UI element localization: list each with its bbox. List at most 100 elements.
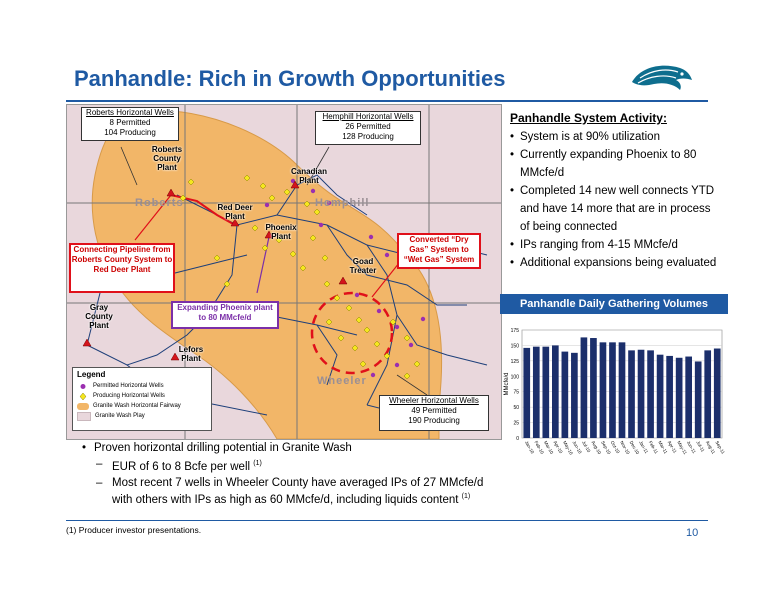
legend-title: Legend xyxy=(77,370,106,379)
legend-item-permitted: Permitted Horizontal Wells xyxy=(73,381,211,391)
gathering-volumes-chart: 0 25 50 75 100 125 150 175 MMcfe/d Jan-10 Feb-10 Ma… xyxy=(500,318,728,462)
callout-hemphill-wells: Hemphill Horizontal Wells 26 Permitted 1… xyxy=(315,111,421,145)
legend-item-play: Granite Wash Play xyxy=(73,411,211,421)
x-tick-label: Jan-10 xyxy=(524,440,535,455)
callout-roberts-wells: Roberts Horizontal Wells 8 Permitted 104… xyxy=(81,107,179,141)
chart-bar xyxy=(685,356,692,438)
y-tick-label: 75 xyxy=(513,390,519,396)
play-swatch-icon xyxy=(77,411,91,421)
x-tick-label: Nov-10 xyxy=(619,440,631,455)
y-tick-label: 0 xyxy=(516,436,519,442)
chart-bar xyxy=(637,349,645,438)
y-tick-label: 25 xyxy=(513,421,519,427)
chart-bar xyxy=(542,346,550,438)
chart-bar xyxy=(599,342,607,438)
chart-bar xyxy=(675,357,683,438)
chart-bar xyxy=(523,347,531,438)
callout-roberts-producing: 104 Producing xyxy=(104,128,156,137)
plant-label-canadian: Canadian Plant xyxy=(290,167,327,185)
x-tick-label: Sep-10 xyxy=(600,440,612,455)
permitted-well-icon xyxy=(77,383,89,390)
footnote: (1) Producer investor presentations. xyxy=(66,525,202,535)
chart-bar xyxy=(618,342,626,438)
activity-bullets: System is at 90% utilization Currently e… xyxy=(510,128,720,272)
legend-item-label: Permitted Horizontal Wells xyxy=(93,383,164,389)
activity-bullet: System is at 90% utilization xyxy=(510,128,720,146)
legend-item-label: Granite Wash Horizontal Fairway xyxy=(93,403,181,409)
page-title: Panhandle: Rich in Growth Opportunities xyxy=(74,66,506,91)
x-tick-label: Apr-10 xyxy=(552,440,563,455)
y-tick-label: 100 xyxy=(511,374,520,380)
callout-wheeler-producing: 190 Producing xyxy=(408,416,460,425)
x-tick-label: Aug-10 xyxy=(591,440,603,455)
y-tick-label: 175 xyxy=(511,328,520,334)
fairway-swatch-icon xyxy=(77,402,89,410)
lower-bullet-main: Proven horizontal drilling potential in … xyxy=(82,441,502,455)
callout-roberts-header: Roberts Horizontal Wells xyxy=(86,108,174,117)
y-tick-label: 150 xyxy=(511,343,520,349)
lower-sub-ips-text: Most recent 7 wells in Wheeler County ha… xyxy=(112,476,484,506)
chart-header: Panhandle Daily Gathering Volumes xyxy=(500,294,728,314)
callout-roberts-permitted: 8 Permitted xyxy=(109,118,151,127)
lower-sub-ips: Most recent 7 wells in Wheeler County ha… xyxy=(82,476,502,507)
activity-bullet: Additional expansions being evaluated xyxy=(510,254,720,272)
chart-bar xyxy=(580,337,588,438)
callout-wheeler-wells: Wheeler Horizontal Wells 49 Permitted 19… xyxy=(379,395,489,431)
lower-sub-eur-text: EUR of 6 to 8 Bcfe per well xyxy=(112,460,251,473)
x-tick-label: Mar-10 xyxy=(543,440,555,455)
page-number: 10 xyxy=(686,527,699,539)
producing-well-icon xyxy=(77,392,89,400)
chart-bar xyxy=(628,350,635,438)
callout-expanding-phoenix: Expanding Phoenix plant to 80 MMcfe/d xyxy=(171,301,279,329)
chart-svg: 0255075100125150175MMcfe/dJan-10Feb-10Ma… xyxy=(504,328,726,456)
x-tick-label: Sep-11 xyxy=(714,440,726,455)
plant-label-lefors: Lefors Plant xyxy=(178,345,204,363)
chart-bar xyxy=(609,342,616,438)
x-tick-label: May-11 xyxy=(676,440,688,456)
x-tick-label: Jul-11 xyxy=(695,440,706,453)
activity-bullet: IPs ranging from 4-15 MMcfe/d xyxy=(510,236,720,254)
callout-converted-gas: Converted “Dry Gas” System to “Wet Gas” … xyxy=(397,233,481,269)
plant-label-roberts: Roberts County Plant xyxy=(151,145,183,172)
chart-bar xyxy=(713,348,721,438)
x-tick-label: Apr-11 xyxy=(667,440,678,454)
x-tick-label: Jan-11 xyxy=(638,440,649,455)
x-tick-label: Jun-11 xyxy=(686,440,697,455)
x-tick-label: Oct-10 xyxy=(610,440,621,455)
chart-bar xyxy=(561,351,569,438)
plant-label-red-deer: Red Deer Plant xyxy=(217,203,253,221)
legend-item-fairway: Granite Wash Horizontal Fairway xyxy=(73,401,211,411)
lower-sub-eur: EUR of 6 to 8 Bcfe per well (1) xyxy=(82,457,502,474)
callout-wheeler-header: Wheeler Horizontal Wells xyxy=(389,396,479,405)
legend-item-label: Granite Wash Play xyxy=(95,413,145,419)
callout-hemphill-producing: 128 Producing xyxy=(342,132,394,141)
chart-bar xyxy=(552,345,559,438)
plant-label-phoenix: Phoenix Plant xyxy=(265,223,297,241)
x-tick-label: Feb-10 xyxy=(533,440,545,455)
footnote-ref: (1) xyxy=(461,492,471,500)
activity-heading: Panhandle System Activity: xyxy=(510,111,667,125)
activity-bullet: Currently expanding Phoenix to 80 MMcfe/… xyxy=(510,146,720,182)
map-legend: Legend Permitted Horizontal Wells Produc… xyxy=(72,367,212,431)
x-tick-label: Aug-11 xyxy=(705,440,717,455)
title-rule xyxy=(66,100,708,102)
legend-item-label: Producing Horizontal Wells xyxy=(93,393,165,399)
x-tick-label: Mar-11 xyxy=(657,440,669,455)
eagle-head-icon xyxy=(630,60,694,100)
chart-bar xyxy=(656,354,664,438)
footnote-ref: (1) xyxy=(253,460,262,467)
y-tick-label: 50 xyxy=(513,405,519,411)
legend-item-producing: Producing Horizontal Wells xyxy=(73,391,211,401)
activity-bullet: Completed 14 new well connects YTD and h… xyxy=(510,182,720,236)
county-label-roberts: Roberts xyxy=(135,197,184,209)
callout-wheeler-permitted: 49 Permitted xyxy=(411,406,457,415)
y-tick-label: 125 xyxy=(511,359,520,365)
chart-bar xyxy=(571,352,578,438)
y-axis-label: MMcfe/d xyxy=(504,372,510,395)
plant-label-gray: Gray County Plant xyxy=(85,303,113,330)
county-label-hemphill: Hemphill xyxy=(315,197,370,209)
x-tick-label: Jul-10 xyxy=(581,440,592,454)
chart-bar xyxy=(647,350,654,438)
chart-bar xyxy=(694,361,702,438)
chart-bar xyxy=(590,338,597,438)
